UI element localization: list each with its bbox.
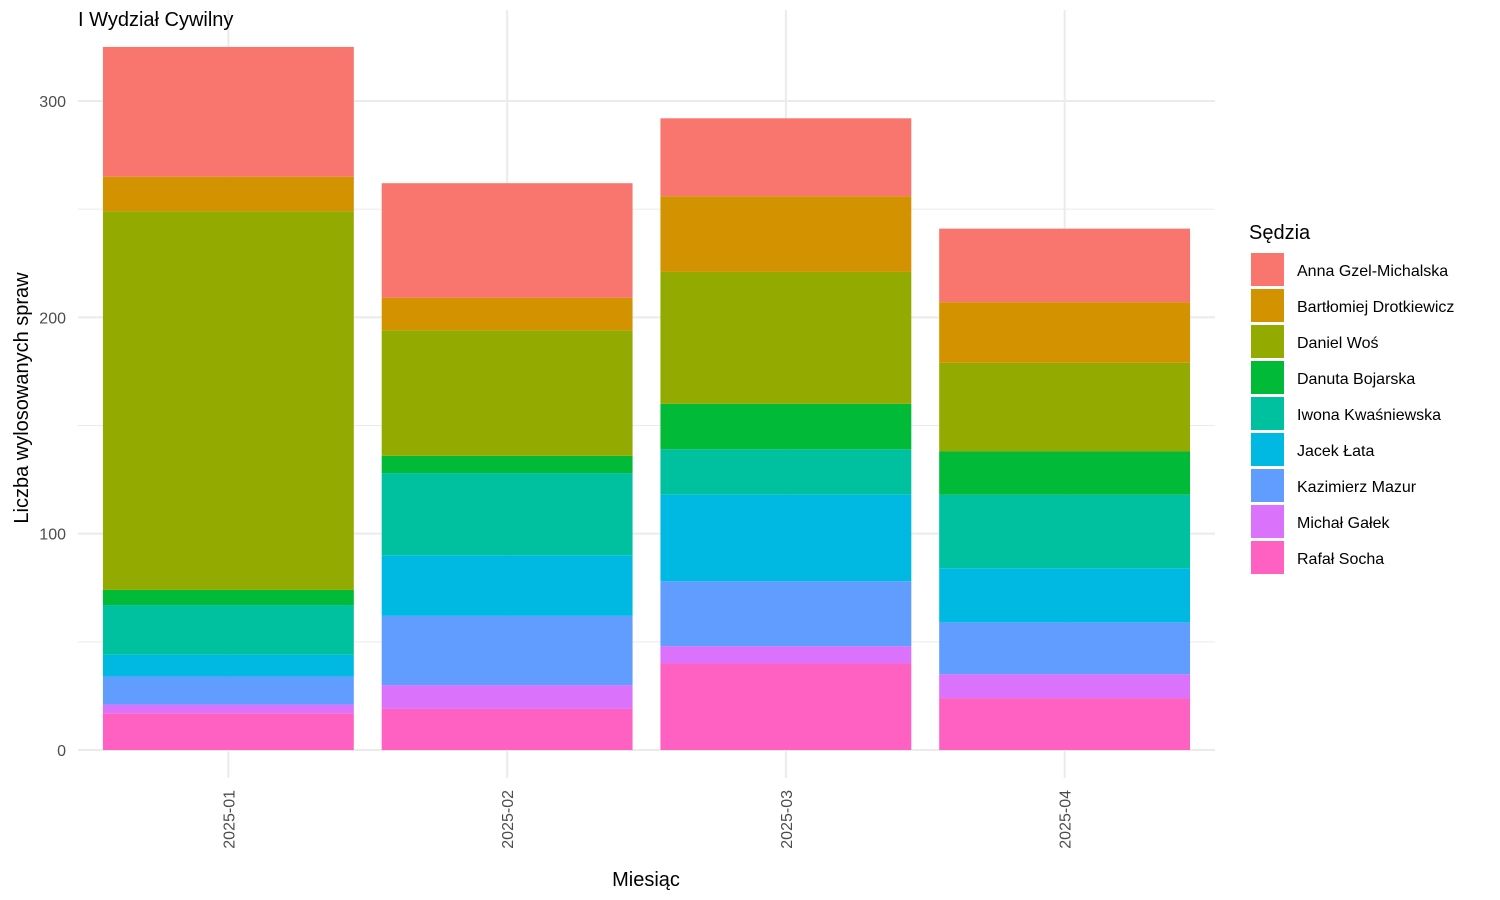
- chart-title: I Wydział Cywilny: [78, 9, 233, 31]
- legend-label: Anna Gzel-Michalska: [1297, 263, 1448, 280]
- bar-segment: [381, 708, 633, 750]
- bar-segment: [660, 646, 912, 664]
- x-tick-label: 2025-02: [500, 790, 517, 849]
- legend-swatch: [1251, 505, 1284, 538]
- bar-segment: [660, 196, 912, 272]
- legend-title: Sędzia: [1249, 222, 1311, 244]
- bar-segment: [939, 228, 1191, 303]
- legend-label: Daniel Woś: [1297, 335, 1379, 352]
- bar-segment: [102, 46, 354, 177]
- legend-swatch: [1251, 325, 1284, 358]
- y-tick-label: 0: [57, 743, 66, 760]
- x-axis-ticks: 2025-01 2025-02 2025-03 2025-04: [221, 790, 1074, 849]
- legend-label: Jacek Łata: [1297, 443, 1374, 460]
- bar-segment: [939, 451, 1191, 495]
- x-axis-label: Miesiąc: [612, 869, 680, 891]
- bar-segment: [381, 473, 633, 556]
- bar-segment: [381, 685, 633, 709]
- x-tick-label: 2025-03: [779, 790, 796, 849]
- bar-segment: [939, 674, 1191, 699]
- legend-label: Danuta Bojarska: [1297, 371, 1415, 388]
- y-axis-label: Liczba wylosowanych spraw: [11, 272, 33, 524]
- bar-segment: [660, 118, 912, 197]
- legend-swatch: [1251, 289, 1284, 322]
- bar-segment: [102, 704, 354, 714]
- bar-segment: [102, 589, 354, 606]
- bar-segment: [939, 568, 1191, 623]
- legend-label: Kazimierz Mazur: [1297, 479, 1417, 496]
- legend-swatch: [1251, 469, 1284, 502]
- bar-segment: [660, 494, 912, 582]
- bar-segment: [939, 494, 1191, 569]
- bar-segment: [381, 555, 633, 616]
- bar-segment: [660, 581, 912, 647]
- legend-label: Michał Gałek: [1297, 515, 1390, 532]
- bar-segment: [939, 622, 1191, 675]
- legend-label: Iwona Kwaśniewska: [1297, 407, 1441, 424]
- legend-swatch: [1251, 361, 1284, 394]
- legend-label: Rafał Socha: [1297, 551, 1384, 568]
- y-axis-ticks: 0 100 200 300: [39, 94, 66, 760]
- y-tick-label: 100: [39, 527, 66, 544]
- bar-segment: [939, 362, 1191, 452]
- legend: Sędzia Anna Gzel-Michalska Bartłomiej Dro…: [1249, 222, 1454, 574]
- bar-segment: [102, 211, 354, 590]
- legend-swatch: [1251, 397, 1284, 430]
- bar-segment: [102, 713, 354, 750]
- bar-segment: [660, 663, 912, 750]
- bar-segment: [102, 605, 354, 655]
- bar-segment: [660, 449, 912, 495]
- legend-swatch: [1251, 541, 1284, 574]
- bar-segment: [660, 271, 912, 404]
- x-tick-label: 2025-01: [221, 790, 238, 849]
- y-tick-label: 200: [39, 310, 66, 327]
- bar-segment: [102, 176, 354, 212]
- bar-segment: [939, 698, 1191, 750]
- legend-swatch: [1251, 253, 1284, 286]
- bar-segment: [660, 403, 912, 450]
- bar-segment: [102, 654, 354, 677]
- bar-segment: [381, 330, 633, 456]
- bar-segment: [381, 183, 633, 298]
- bar-segment: [381, 455, 633, 474]
- bar-segment: [381, 297, 633, 331]
- legend-label: Bartłomiej Drotkiewicz: [1297, 299, 1454, 316]
- x-tick-label: 2025-04: [1058, 790, 1075, 849]
- bar-segment: [381, 615, 633, 686]
- y-tick-label: 300: [39, 94, 66, 111]
- bar-segment: [102, 676, 354, 705]
- legend-swatch: [1251, 433, 1284, 466]
- bars: [102, 46, 1191, 750]
- bar-segment: [939, 302, 1191, 363]
